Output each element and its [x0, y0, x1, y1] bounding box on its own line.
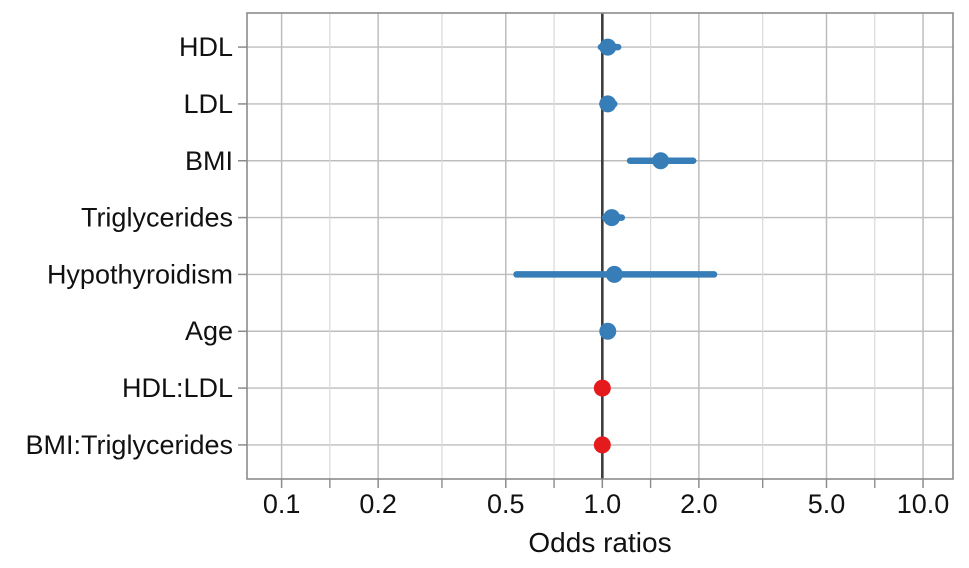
x-tick-label: 0.2	[359, 489, 397, 519]
y-axis-label-hdl: HDL	[179, 32, 233, 62]
x-tick-label: 10.0	[897, 489, 950, 519]
x-tick-label: 0.5	[487, 489, 525, 519]
x-tick-label: 2.0	[680, 489, 718, 519]
y-axis-label-ldl: LDL	[183, 89, 233, 119]
x-tick-label: 1.0	[584, 489, 622, 519]
data-point-bmi	[652, 152, 670, 170]
y-axis-label-triglycerides: Triglycerides	[81, 203, 233, 233]
data-point-hypothyroidism	[605, 265, 623, 283]
data-point-hdl-ldl	[593, 379, 611, 397]
x-tick-label: 0.1	[263, 489, 301, 519]
data-point-bmi-triglycerides	[593, 436, 611, 454]
plot-panel	[247, 13, 953, 479]
x-tick-label: 5.0	[808, 489, 846, 519]
plot-border	[246, 12, 954, 480]
y-axis-label-hdl-ldl: HDL:LDL	[122, 373, 233, 403]
data-point-age	[599, 322, 617, 340]
x-axis-title: Odds ratios	[528, 527, 671, 558]
data-point-ldl	[599, 95, 617, 113]
y-axis-label-bmi: BMI	[185, 146, 233, 176]
y-axis-label-hypothyroidism: Hypothyroidism	[47, 259, 233, 289]
y-axis-label-bmi-triglycerides: BMI:Triglycerides	[25, 430, 233, 460]
y-axis-label-age: Age	[185, 316, 233, 346]
data-point-hdl	[599, 38, 617, 56]
data-point-triglycerides	[603, 209, 621, 227]
